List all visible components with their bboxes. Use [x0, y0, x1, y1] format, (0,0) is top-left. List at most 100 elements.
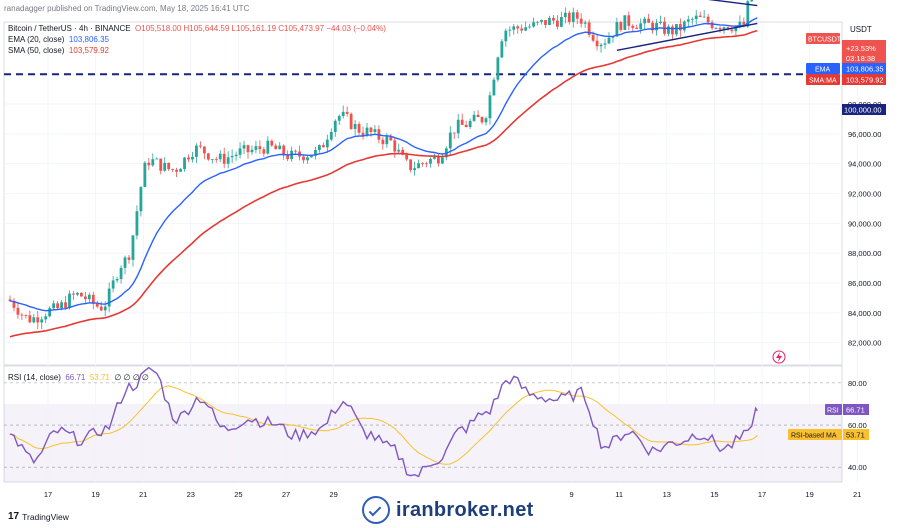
symbol-line: Bitcoin / TetherUS · 4h · BINANCE — [8, 24, 131, 33]
candle-body — [310, 155, 313, 158]
candle-body — [623, 15, 627, 30]
price-tag-btcusdt: BTCUSDT — [806, 33, 842, 44]
price-tag-ema-value: 103,806.35 — [846, 65, 884, 74]
candle-body — [199, 145, 202, 147]
time-tick-label: 13 — [663, 490, 671, 499]
symbol-legend[interactable]: Bitcoin / TetherUS · 4h · BINANCE O105,5… — [8, 24, 386, 33]
candle-body — [373, 129, 377, 133]
rsi-tick-label: 80.00 — [848, 379, 867, 388]
candle-body — [52, 303, 56, 309]
price-tag-change: +23.53% 03:18:38 — [842, 40, 886, 66]
candle-body — [460, 119, 464, 125]
candle-body — [36, 317, 40, 323]
price-tag-ema: EMA 103,806.35 — [806, 63, 886, 74]
candle-body — [508, 29, 512, 31]
candle-body — [655, 23, 658, 31]
candle-body — [393, 140, 397, 152]
candle-body — [611, 36, 615, 38]
tradingview-logo[interactable]: 17 TradingView — [8, 511, 69, 522]
candle-body — [115, 278, 119, 281]
candle-body — [512, 26, 516, 30]
candle-body — [135, 211, 139, 236]
candle-body — [552, 17, 555, 21]
candle-body — [607, 37, 611, 44]
candle-body — [266, 140, 270, 154]
candle-body — [28, 315, 32, 323]
candle-body — [571, 12, 575, 22]
candle-body — [20, 314, 24, 316]
candle-body — [369, 127, 373, 133]
ema-legend[interactable]: EMA (20, close) 103,806.35 — [8, 35, 109, 44]
candle-body — [187, 157, 190, 160]
candle-body — [694, 15, 698, 20]
candle-body — [250, 149, 254, 153]
candle-body — [282, 145, 286, 156]
candle-body — [433, 157, 436, 159]
candle-body — [163, 162, 167, 171]
candle-body — [345, 111, 349, 114]
time-tick-label: 21 — [853, 490, 861, 499]
price-tag-sma-value: 103,579.92 — [846, 76, 884, 85]
price-axis[interactable]: 82,000.00 84,000.00 86,000.00 88,000.00 90,0… — [848, 100, 881, 348]
price-tick-label: 88,000.00 — [848, 249, 881, 258]
candle-body — [24, 314, 28, 316]
candle-body — [107, 288, 111, 307]
rsi-legend[interactable]: RSI (14, close) 66.71 53.71 ∅ ∅ ∅ ∅ — [8, 373, 149, 382]
candle-body — [294, 150, 297, 152]
candle-body — [718, 27, 722, 30]
candle-body — [516, 26, 520, 29]
candle-body — [401, 149, 405, 155]
rsi-tag-label: RSI — [827, 408, 839, 415]
triangle-upper-trendline[interactable] — [593, 0, 758, 7]
candle-body — [591, 34, 595, 41]
candle-body — [155, 158, 159, 160]
candle-body — [559, 17, 563, 27]
candle-body — [159, 158, 163, 171]
candle-body — [302, 156, 305, 161]
candle-body — [524, 27, 528, 31]
candle-body — [702, 16, 706, 18]
candle-body — [667, 26, 670, 34]
time-axis[interactable]: 17 19 21 23 25 27 29 9 11 13 15 17 19 21 — [44, 490, 862, 499]
candle-body — [218, 153, 222, 160]
candle-body — [270, 140, 274, 146]
candle-body — [127, 257, 131, 260]
candle-body — [476, 114, 480, 118]
candle-body — [492, 79, 496, 96]
rsi-line — [9, 366, 758, 478]
rsi-tag-value: 66.71 — [846, 406, 865, 415]
candle-body — [544, 20, 547, 25]
candle-body — [468, 120, 472, 128]
time-tick-label: 21 — [139, 490, 147, 499]
time-tick-label: 25 — [234, 490, 242, 499]
candle-body — [60, 302, 63, 309]
candle-body — [548, 17, 551, 25]
price-tag-change-text: +23.53% — [846, 44, 876, 53]
sma-legend[interactable]: SMA (50, close) 103,579.92 — [8, 46, 109, 55]
candle-body — [389, 136, 393, 141]
candle-body — [68, 293, 71, 309]
candle-body — [234, 154, 238, 157]
candle-body — [448, 132, 452, 149]
price-tick-label: 90,000.00 — [848, 219, 881, 228]
candle-body — [83, 296, 87, 300]
candle-body — [528, 26, 532, 28]
rsi-pane-border — [3, 365, 843, 483]
candle-body — [413, 168, 416, 171]
price-tag-countdown: 03:18:38 — [846, 54, 875, 63]
rsi-ma-tag-label: RSI-based MA — [791, 433, 837, 440]
candle-body — [651, 22, 654, 31]
rsi-axis[interactable]: 40.00 60.00 80.00 — [4, 379, 867, 472]
brand-check-icon — [362, 496, 390, 524]
time-tick-label: 29 — [329, 490, 337, 499]
tradingview-label: TradingView — [22, 511, 69, 522]
candle-body — [147, 162, 151, 166]
candle-body — [151, 159, 155, 166]
brand-text: iranbroker.net — [396, 498, 534, 521]
candle-body — [8, 299, 12, 301]
lightning-icon[interactable] — [772, 350, 786, 364]
triangle-lower-trendline[interactable] — [616, 22, 758, 52]
candle-body — [417, 163, 420, 169]
